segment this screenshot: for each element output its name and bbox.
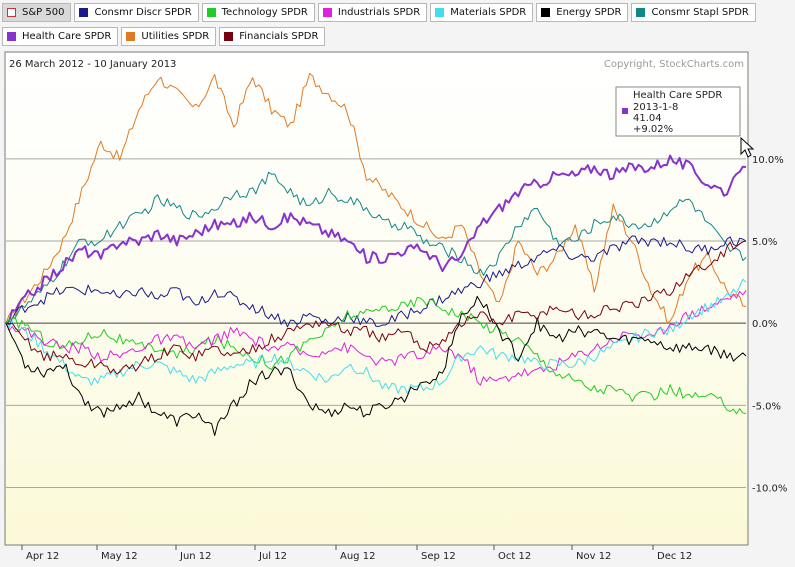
y-tick-label: 10.0% — [752, 155, 784, 166]
tab-label: Utilities SPDR — [141, 31, 210, 42]
x-axis: Apr 12 May 12 Jun 12 Jul 12 Aug 12 Sep 12 Oct … — [21, 545, 692, 562]
tooltip-series: Health Care SPDR — [633, 90, 722, 101]
series-line-energy-spdr — [5, 295, 747, 436]
y-tick-label: 5.0% — [752, 237, 777, 248]
tab-utilities-spdr[interactable]: Utilities SPDR — [121, 27, 217, 46]
x-tick-label: Sep 12 — [421, 551, 456, 562]
series-line-financials-spdr — [5, 240, 747, 375]
color-swatch-icon — [435, 8, 445, 17]
color-swatch-icon — [636, 8, 646, 17]
grid — [6, 158, 746, 488]
series-line-consmr-discr-spdr — [5, 235, 747, 328]
series-line-health-care-spdr — [5, 154, 747, 325]
series-tabs-row-2: Health Care SPDR Utilities SPDR Financials… — [2, 27, 326, 47]
color-swatch-icon — [126, 32, 136, 41]
x-tick-label: Dec 12 — [657, 551, 692, 562]
series-lines — [5, 72, 747, 436]
series-line-technology-spdr — [5, 297, 747, 415]
color-swatch-icon — [7, 32, 16, 41]
y-axis: 10.0% 5.0% 0.0% -5.0% -10.0% — [752, 155, 787, 495]
tab-energy-spdr[interactable]: Energy SPDR — [536, 3, 629, 22]
series-line-industrials-spdr — [5, 290, 747, 386]
x-tick-label: Jun 12 — [179, 551, 212, 562]
tab-label: Technology SPDR — [221, 7, 308, 18]
color-swatch-icon — [541, 8, 551, 17]
tab-label: S&P 500 — [22, 7, 65, 18]
tab-materials-spdr[interactable]: Materials SPDR — [430, 3, 534, 22]
tab-consmr-stapl-spdr[interactable]: Consmr Stapl SPDR — [631, 3, 756, 22]
x-tick-label: Oct 12 — [498, 551, 531, 562]
tooltip: Health Care SPDR 2013-1-8 41.04 +9.02% — [615, 86, 741, 137]
tooltip-price: 41.04 — [633, 113, 662, 124]
tab-label: Consmr Stapl SPDR — [651, 7, 749, 18]
tab-industrials-spdr[interactable]: Industrials SPDR — [317, 3, 428, 22]
y-tick-label: -5.0% — [752, 401, 781, 412]
tab-financials-spdr[interactable]: Financials SPDR — [219, 27, 326, 46]
tooltip-date: 2013-1-8 — [633, 102, 678, 113]
color-swatch-icon — [322, 8, 332, 17]
tab-label: Health Care SPDR — [22, 31, 112, 42]
tab-health-care-spdr[interactable]: Health Care SPDR — [2, 27, 119, 46]
tab-technology-spdr[interactable]: Technology SPDR — [201, 3, 315, 22]
date-range: 26 March 2012 - 10 January 2013 — [9, 59, 176, 70]
tooltip-change: +9.02% — [633, 124, 673, 135]
series-tabs-row-1: S&P 500 Consmr Discr SPDR Technology SPDR I… — [2, 3, 756, 23]
x-tick-label: Nov 12 — [576, 551, 611, 562]
color-swatch-icon — [79, 8, 89, 17]
color-swatch-icon — [224, 32, 234, 41]
series-line-utilities-spdr — [5, 72, 747, 324]
x-tick-label: Jul 12 — [258, 551, 287, 562]
series-line-materials-spdr — [5, 278, 747, 395]
color-swatch-icon — [7, 8, 16, 17]
color-swatch-icon — [206, 8, 216, 17]
tab-label: Energy SPDR — [556, 7, 622, 18]
tab-label: Materials SPDR — [450, 7, 527, 18]
copyright-notice: Copyright, StockCharts.com — [604, 59, 744, 70]
tab-consmr-discr-spdr[interactable]: Consmr Discr SPDR — [74, 3, 199, 22]
x-tick-label: Apr 12 — [26, 551, 59, 562]
tab-label: Financials SPDR — [239, 31, 319, 42]
x-tick-label: May 12 — [101, 551, 138, 562]
series-line-consmr-stapl-spdr — [5, 171, 747, 326]
y-tick-label: -10.0% — [752, 483, 787, 494]
x-tick-label: Aug 12 — [340, 551, 375, 562]
tooltip-swatch — [622, 108, 628, 114]
tab-label: Industrials SPDR — [337, 7, 421, 18]
tab-label: Consmr Discr SPDR — [94, 7, 192, 18]
tab-sandp-500[interactable]: S&P 500 — [2, 3, 72, 22]
cursor-arrow-icon — [740, 136, 755, 158]
y-tick-label: 0.0% — [752, 319, 777, 330]
